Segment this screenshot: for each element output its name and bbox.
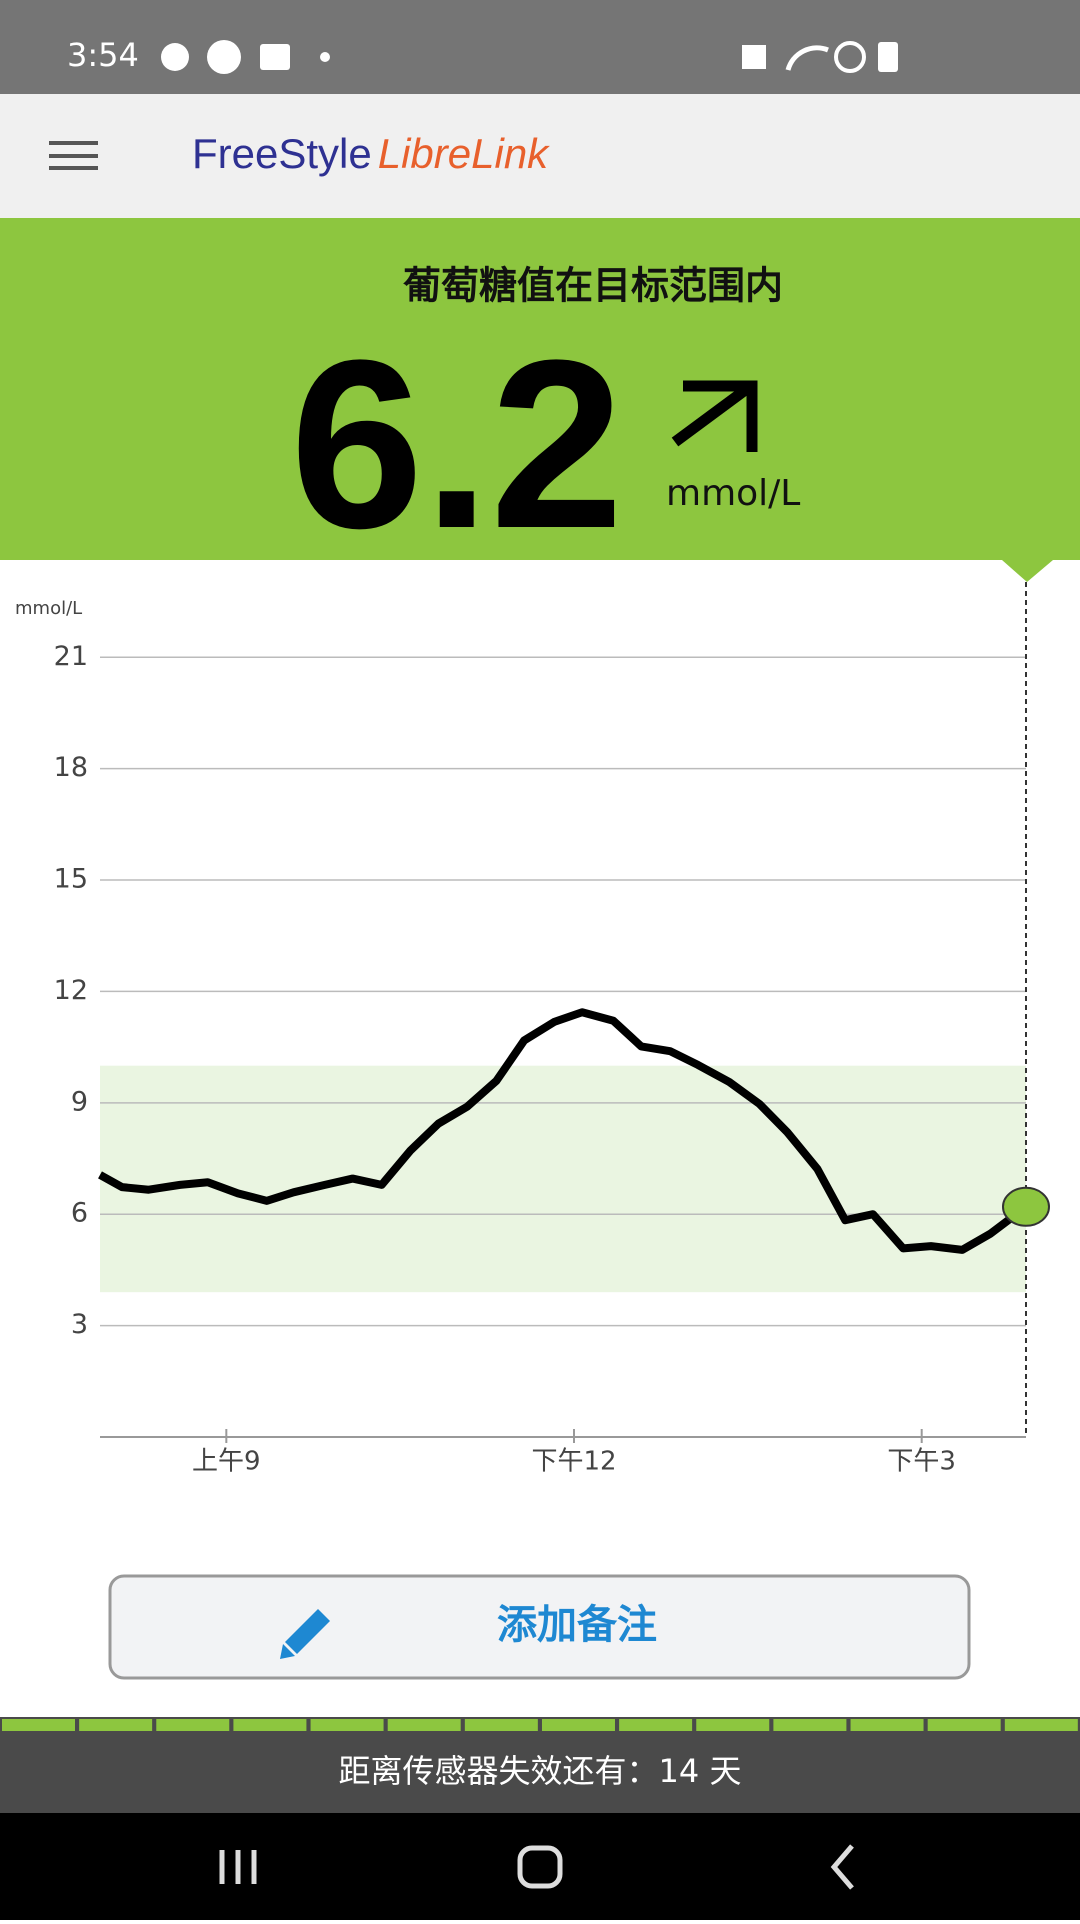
sensor-segment (79, 1719, 153, 1731)
y-tick-label: 18 (54, 752, 88, 783)
app-header (0, 94, 1080, 218)
y-tick-label: 3 (71, 1309, 88, 1340)
sensor-life-bar (0, 1717, 1080, 1731)
status-icons (161, 40, 898, 74)
glucose-banner (0, 218, 1080, 560)
add-note-label: 添加备注 (497, 1602, 657, 1648)
nav-icons (219, 1844, 854, 1890)
logo-part1: FreeStyle (192, 130, 372, 177)
y-tick-label: 9 (71, 1086, 88, 1117)
glucose-value: 6.2 (290, 310, 624, 578)
status-time: 3:54 (67, 36, 139, 74)
banner-pointer (1002, 560, 1053, 582)
sensor-segment (310, 1719, 384, 1731)
logo-part2: LibreLink (378, 130, 550, 177)
glucose-line (98, 1008, 1029, 1254)
sensor-segment (773, 1719, 847, 1731)
glucose-chart: mmol/L 3 6 9 12 15 18 21 上午9 下午12 下午3 (15, 582, 1050, 1477)
sensor-remaining: 距离传感器失效还有：14 天 (339, 1752, 742, 1790)
sensor-segment (541, 1719, 615, 1731)
y-tick-label: 21 (54, 641, 88, 672)
sensor-segment (233, 1719, 307, 1731)
sensor-segment (387, 1719, 461, 1731)
x-tick-label: 下午3 (887, 1447, 956, 1477)
sensor-segment (464, 1719, 538, 1731)
sensor-segment (696, 1719, 770, 1731)
x-tick-label: 下午12 (531, 1447, 616, 1477)
y-axis-label: mmol/L (15, 598, 82, 619)
add-note-button[interactable] (108, 1574, 971, 1680)
x-tick-label: 上午9 (192, 1447, 261, 1477)
nav-bar (0, 1813, 1080, 1920)
banner-status: 葡萄糖值在目标范围内 (403, 264, 783, 308)
sensor-segment (927, 1719, 1001, 1731)
status-bar (0, 0, 1080, 94)
target-range (100, 1065, 1026, 1293)
y-tick-label: 15 (54, 864, 88, 895)
y-tick-label: 6 (71, 1198, 88, 1229)
menu-button[interactable] (49, 141, 98, 170)
trend-arrow (671, 380, 758, 452)
sensor-segment (2, 1719, 75, 1731)
sensor-segment (619, 1719, 693, 1731)
pencil-icon (280, 1609, 330, 1659)
y-tick-label: 12 (54, 975, 88, 1006)
logo: FreeStyle LibreLink (192, 130, 550, 177)
sensor-segment (156, 1719, 230, 1731)
current-point (1002, 1186, 1050, 1227)
sensor-segment (1004, 1719, 1078, 1731)
sensor-footer (0, 1731, 1080, 1813)
glucose-unit: mmol/L (666, 473, 800, 514)
sensor-segment (850, 1719, 924, 1731)
